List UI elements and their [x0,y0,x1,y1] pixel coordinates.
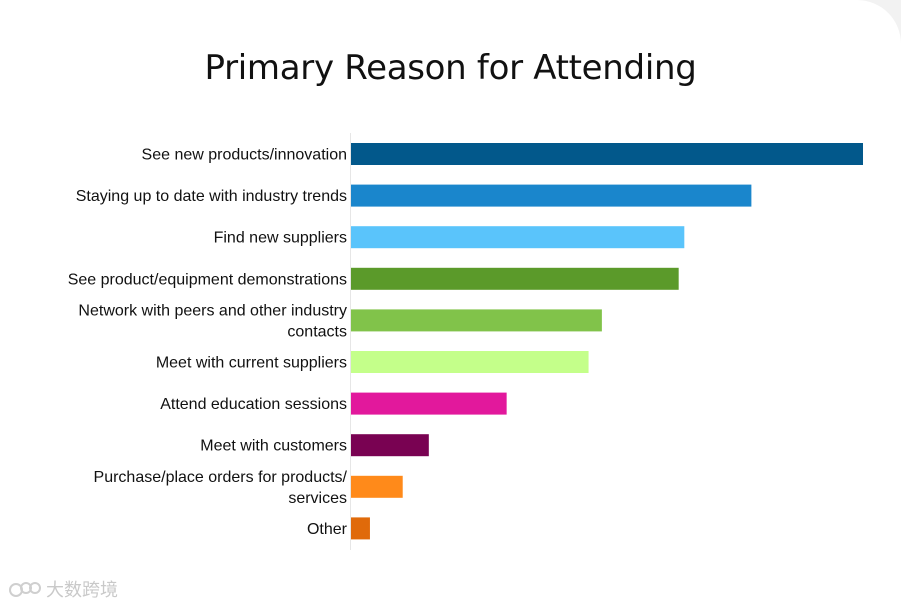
chart-title: Primary Reason for Attending [204,48,697,88]
category-label: Attend education sessions [160,396,347,413]
bar [351,309,602,332]
category-label: Network with peers and other industry con… [78,302,347,340]
bar [351,143,863,165]
category-label: Meet with customers [200,438,347,455]
category-label: Find new suppliers [214,230,347,247]
bar [351,475,403,498]
watermark-text: 大数跨境 [46,580,118,600]
category-label: See product/equipment demonstrations [68,271,347,288]
category-label: Staying up to date with industry trends [76,188,347,205]
category-label: Meet with current suppliers [156,355,347,372]
bar [351,392,507,415]
category-label: Other [307,521,348,538]
bar [351,517,370,540]
category-label: Purchase/place orders for products/servi… [94,469,348,507]
bar [351,226,685,249]
bar [351,267,679,290]
watermark-logo-icon [9,582,41,597]
category-label: See new products/innovation [142,147,347,164]
bar [351,351,589,373]
watermark: 大数跨境 [8,576,118,602]
bar [351,434,429,457]
bar [351,184,752,207]
